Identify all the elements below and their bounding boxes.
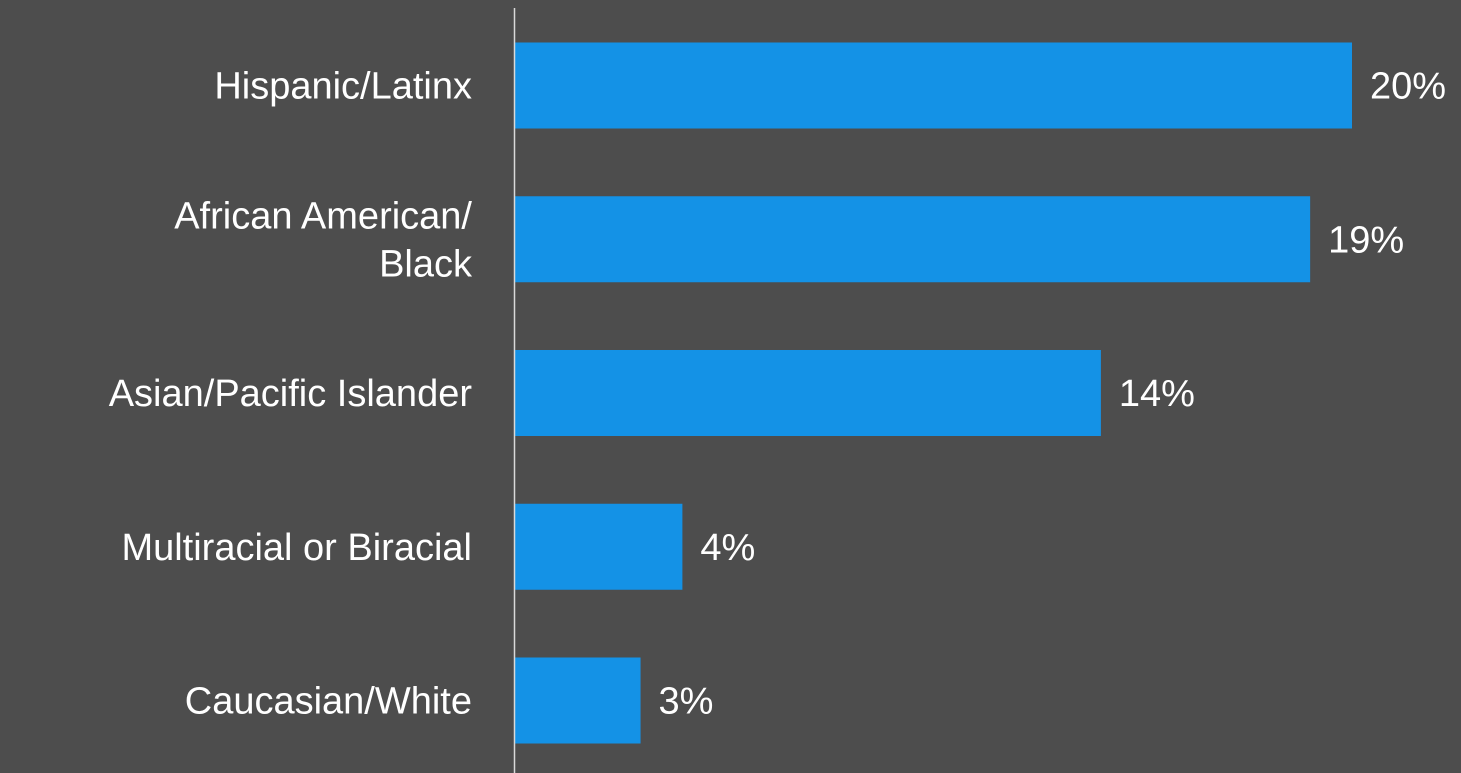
bar (515, 657, 641, 744)
data-label: 20% (1370, 66, 1446, 108)
bar (515, 503, 683, 590)
value-labels-group: 20% 19% 14% 4% 3% (659, 66, 1447, 723)
bar (515, 196, 1311, 283)
bar (515, 42, 1352, 129)
data-label: 4% (700, 527, 755, 569)
category-label: Caucasian/White (185, 681, 472, 723)
data-label: 19% (1328, 219, 1404, 261)
category-label: Asian/Pacific Islander (109, 373, 473, 415)
category-labels-group: Hispanic/Latinx African American/Black Asi… (109, 66, 473, 723)
category-label: African American/Black (174, 195, 473, 285)
bar (515, 350, 1101, 436)
data-label: 14% (1119, 373, 1195, 415)
category-label: Hispanic/Latinx (214, 66, 472, 108)
bars-group (515, 42, 1352, 744)
data-label: 3% (659, 681, 714, 723)
category-label: Multiracial or Biracial (121, 527, 472, 569)
